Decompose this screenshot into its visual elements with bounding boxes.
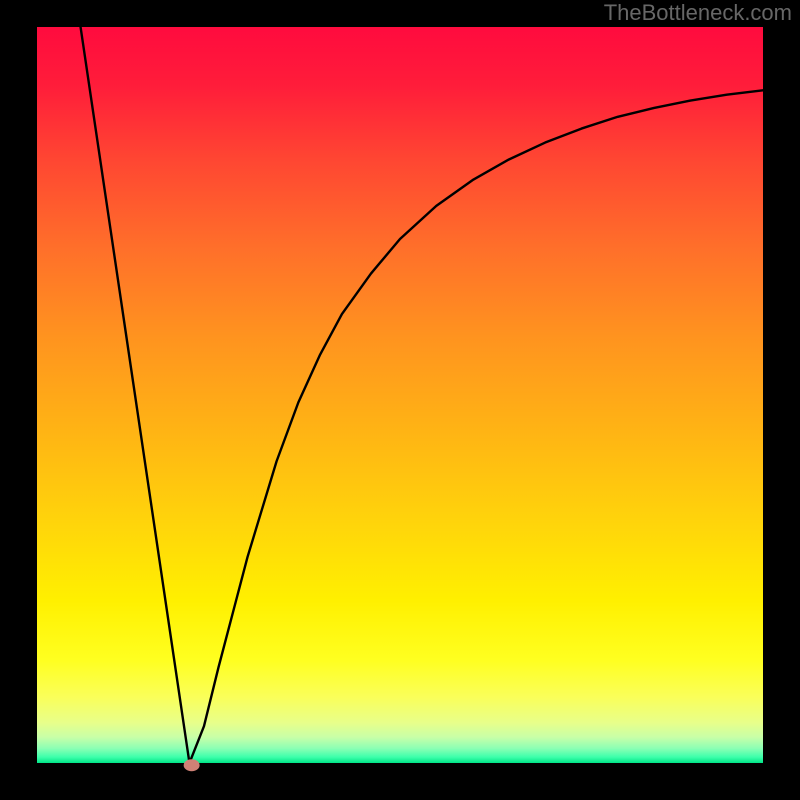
bottleneck-chart: TheBottleneck.com [0,0,800,800]
plot-svg [0,0,800,800]
watermark-text: TheBottleneck.com [604,0,792,26]
min-point-marker [184,760,199,771]
